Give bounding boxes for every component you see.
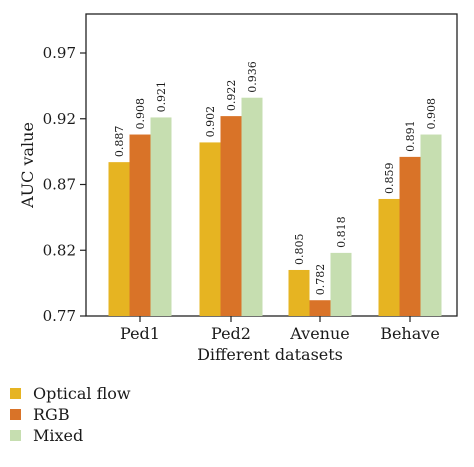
bar-optical-flow-ped1 [108, 162, 130, 316]
data-label: 0.891 [404, 120, 417, 152]
legend-swatch [10, 430, 21, 441]
y-axis-title: AUC value [18, 122, 37, 209]
data-label: 0.859 [383, 162, 396, 194]
bar-optical-flow-behave [378, 198, 400, 316]
y-tick-label: 0.82 [43, 241, 76, 259]
bar-mixed-ped2 [241, 97, 263, 317]
bar-optical-flow-avenue [288, 269, 310, 316]
bar-rgb-ped1 [129, 134, 151, 316]
legend: Optical flow RGB Mixed [10, 384, 131, 445]
plot-area-frame [85, 13, 458, 317]
bars-group [108, 97, 442, 317]
y-tick-label: 0.77 [43, 307, 76, 325]
bar-mixed-behave [420, 134, 442, 316]
data-label: 0.818 [335, 216, 348, 248]
legend-swatch [10, 388, 21, 399]
bar-rgb-ped2 [220, 116, 242, 317]
y-tick-label: 0.92 [43, 110, 76, 128]
data-label: 0.902 [204, 106, 217, 138]
x-tick-label: Behave [380, 324, 440, 343]
legend-label: Optical flow [33, 384, 131, 403]
bar-rgb-avenue [309, 300, 331, 316]
bar-rgb-behave [399, 156, 421, 316]
bar-mixed-ped1 [150, 117, 172, 316]
data-label: 0.921 [155, 81, 168, 113]
bar-mixed-avenue [330, 252, 352, 316]
x-axis: Ped1 Ped2 Avenue Behave [120, 316, 440, 343]
y-axis: 0.77 0.82 0.87 0.92 0.97 [43, 44, 86, 325]
data-label: 0.908 [134, 98, 147, 130]
y-tick-label: 0.87 [43, 176, 76, 194]
legend-label: RGB [33, 405, 70, 424]
data-label: 0.936 [246, 61, 259, 93]
x-axis-title: Different datasets [197, 345, 343, 364]
bar-optical-flow-ped2 [199, 142, 221, 316]
data-labels-group: 0.887 0.902 0.805 0.859 0.908 0.922 0.782 0.891… [113, 61, 438, 295]
x-tick-label: Ped1 [120, 324, 160, 343]
data-label: 0.922 [225, 80, 238, 112]
data-label: 0.805 [293, 233, 306, 265]
legend-swatch [10, 409, 21, 420]
legend-label: Mixed [33, 426, 83, 445]
x-tick-label: Avenue [289, 324, 350, 343]
data-label: 0.887 [113, 126, 126, 158]
data-label: 0.908 [425, 98, 438, 130]
y-tick-label: 0.97 [43, 44, 76, 62]
data-label: 0.782 [314, 264, 327, 296]
x-tick-label: Ped2 [211, 324, 251, 343]
